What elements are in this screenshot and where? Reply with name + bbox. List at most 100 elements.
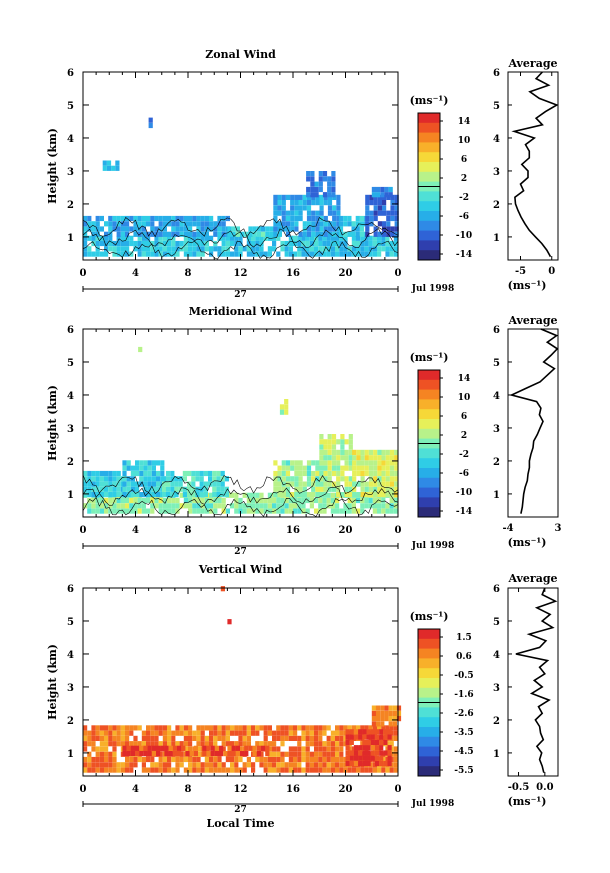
heatmap-cell (185, 751, 190, 757)
heatmap-cell (319, 481, 324, 487)
heatmap-cell (200, 762, 205, 768)
heatmap-cell (297, 741, 302, 747)
heatmap-cell (379, 760, 384, 767)
heatmap-cell (360, 486, 365, 492)
heatmap-cell (305, 508, 310, 514)
heatmap-cell (133, 741, 138, 747)
colorbar-tick-label: 6 (461, 412, 467, 422)
heatmap-cell (251, 251, 256, 257)
heatmap-cell (290, 200, 295, 206)
heatmap-cell (318, 176, 323, 182)
heatmap-cell (364, 465, 369, 471)
heatmap-cell (129, 730, 134, 736)
heatmap-cell (230, 251, 235, 257)
heatmap-cell (368, 449, 374, 455)
heatmap-cell (277, 210, 282, 216)
heatmap-cell (162, 503, 167, 509)
colorbar-tick-label: -2 (459, 193, 469, 203)
heatmap-cell (348, 492, 353, 498)
heatmap-cell (267, 508, 272, 514)
heatmap-cell (280, 240, 285, 247)
heatmap-cell (200, 235, 205, 241)
heatmap-cell (327, 481, 332, 487)
heatmap-cell (200, 508, 205, 514)
heatmap-cell (158, 762, 163, 768)
heatmap-cell (323, 476, 328, 482)
heatmap-cell (318, 181, 323, 187)
heatmap-cell (203, 470, 208, 477)
heatmap-cell (206, 751, 211, 757)
heatmap-cell (302, 470, 307, 477)
colorbar-segment (418, 370, 440, 381)
profile-y-tick-label: 5 (493, 358, 500, 369)
heatmap-cell (158, 508, 163, 514)
heatmap-cell (382, 221, 387, 227)
heatmap-cell (99, 492, 104, 498)
heatmap-cell (335, 725, 340, 731)
heatmap-cell (331, 465, 337, 471)
heatmap-cell (322, 497, 327, 504)
x-tick-label: 8 (185, 784, 192, 795)
heatmap-cell (385, 449, 390, 455)
heatmap-cell (279, 409, 285, 415)
heatmap-cell (298, 215, 303, 222)
heatmap-cell (338, 226, 344, 232)
heatmap-cell (335, 751, 340, 757)
heatmap-cell (339, 235, 344, 241)
y-tick-label: 3 (67, 167, 74, 178)
heatmap-cell (188, 767, 193, 773)
heatmap-cell (360, 465, 365, 471)
heatmap-cell (225, 235, 230, 241)
heatmap-cell (188, 735, 193, 741)
heatmap-cell (154, 497, 159, 504)
heatmap-cell (330, 240, 335, 247)
heatmap-cell (126, 745, 131, 751)
heatmap-cell (294, 465, 299, 471)
heatmap-cell (240, 751, 245, 757)
heatmap-cell (351, 508, 356, 514)
heatmap-cell (273, 205, 278, 211)
heatmap-cell (217, 725, 222, 731)
heatmap-cell (195, 470, 200, 477)
heatmap-cell (267, 246, 272, 252)
heatmap-cell (188, 231, 193, 237)
heatmap-cell (95, 476, 100, 482)
heatmap-cell (288, 503, 293, 509)
contour-line (82, 228, 399, 249)
heatmap-cell (349, 729, 354, 735)
heatmap-cell (122, 476, 127, 482)
heatmap-cell (358, 729, 363, 735)
heatmap-cell (294, 194, 299, 200)
heatmap-cell (133, 503, 138, 509)
heatmap-cell (297, 508, 302, 514)
heatmap-cell (83, 730, 88, 736)
colorbar-segment (418, 687, 440, 698)
heatmap-cell (251, 725, 256, 731)
heatmap-cell (306, 192, 311, 198)
heatmap-cell (387, 750, 392, 756)
heatmap-cell (368, 470, 374, 477)
heatmap-cell (331, 470, 337, 477)
heatmap-cell (217, 251, 222, 257)
heatmap-cell (284, 404, 289, 410)
heatmap-cell (234, 762, 239, 768)
heatmap-cell (158, 215, 163, 222)
heatmap-cell (309, 235, 314, 241)
heatmap-cell (284, 751, 289, 757)
heatmap-cell (297, 767, 302, 773)
heatmap-cell (139, 460, 144, 466)
heatmap-cell (162, 762, 167, 768)
heatmap-cell (104, 725, 109, 731)
heatmap-cell (112, 215, 117, 222)
colorbar-segment (418, 162, 440, 173)
y-tick-label: 2 (67, 200, 74, 211)
heatmap-cell (326, 251, 331, 257)
profile-title: Average (507, 57, 557, 70)
heatmap-cell (168, 745, 173, 751)
heatmap-cell (298, 205, 303, 211)
heatmap-cell (344, 486, 349, 492)
heatmap-cell (327, 449, 332, 455)
heatmap-cell (345, 760, 350, 767)
heatmap-cell (175, 741, 180, 747)
heatmap-cell (156, 460, 161, 466)
